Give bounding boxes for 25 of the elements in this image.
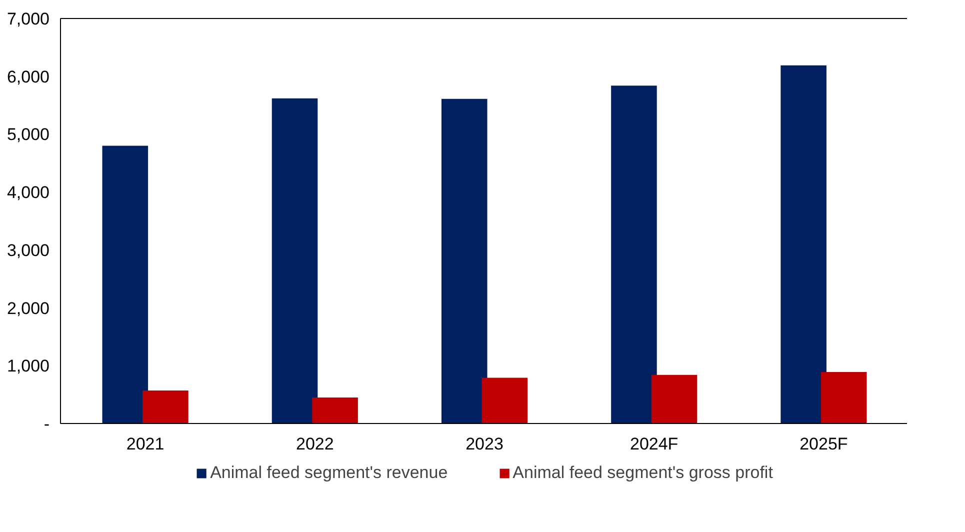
bar bbox=[312, 397, 358, 424]
y-tick-label: 7,000 bbox=[6, 10, 50, 28]
x-tick-label: 2023 bbox=[466, 434, 504, 454]
y-tick-label: 1,000 bbox=[6, 356, 50, 376]
legend-label: Animal feed segment's revenue bbox=[210, 463, 448, 483]
y-tick-label: 3,000 bbox=[6, 240, 50, 260]
y-tick-label: 5,000 bbox=[6, 125, 50, 144]
bar bbox=[820, 372, 867, 424]
bar bbox=[482, 378, 528, 424]
y-tick-label: - bbox=[44, 414, 50, 434]
x-tick-label: 2024F bbox=[630, 434, 678, 454]
x-tick-label: 2022 bbox=[296, 434, 334, 454]
bar bbox=[611, 86, 657, 424]
bar bbox=[441, 98, 488, 424]
x-tick-label: 2021 bbox=[126, 434, 164, 454]
bar bbox=[142, 390, 188, 424]
x-tick-label: 2025F bbox=[800, 434, 848, 454]
y-tick-label: 2,000 bbox=[6, 298, 50, 318]
bar bbox=[102, 146, 148, 424]
y-tick-label: 4,000 bbox=[6, 183, 50, 202]
bar bbox=[272, 98, 318, 424]
bar bbox=[651, 374, 698, 424]
bar bbox=[780, 65, 826, 424]
y-tick-label: 6,000 bbox=[6, 67, 50, 86]
legend-label: Animal feed segment's gross profit bbox=[512, 463, 773, 483]
